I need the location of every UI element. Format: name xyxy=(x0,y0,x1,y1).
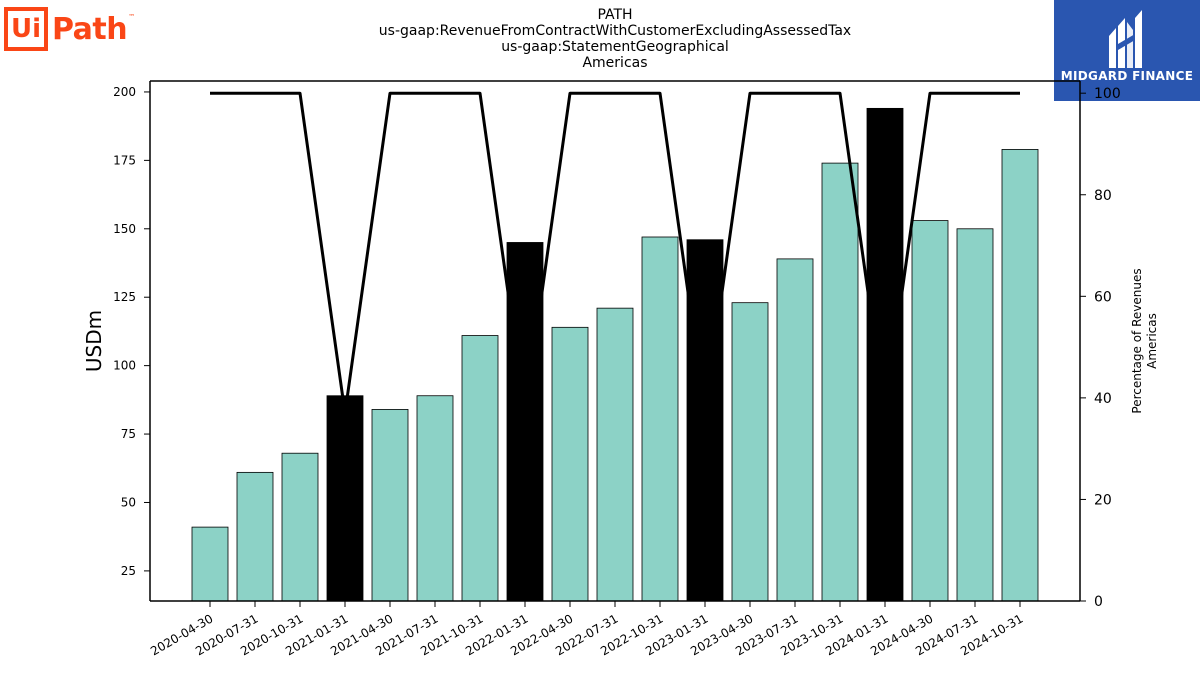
y-tick-label-100: 100 xyxy=(113,359,136,373)
title-line-1: PATH xyxy=(597,7,633,23)
bar-2024-10-31 xyxy=(1001,149,1039,602)
percentage-line xyxy=(210,91,1020,415)
bar-2024-01-31 xyxy=(866,107,904,602)
title-line-2: us-gaap:RevenueFromContractWithCustomerE… xyxy=(378,23,852,39)
y-tick-label-25: 25 xyxy=(121,564,136,578)
midgard-finance-label: MIDGARD FINANCE xyxy=(1060,69,1194,83)
bar-2021-07-31 xyxy=(416,395,454,602)
bar-2023-07-31 xyxy=(776,258,814,602)
bar-2023-10-31 xyxy=(821,162,859,602)
uipath-logo-box: Ui xyxy=(4,7,48,51)
title-line-3: us-gaap:StatementGeographical xyxy=(501,39,729,55)
bar-2021-04-30 xyxy=(371,409,409,602)
bar-2022-10-31 xyxy=(641,236,679,602)
bar-2022-04-30 xyxy=(551,326,589,602)
y-tick-label-125: 125 xyxy=(113,290,136,304)
y-tick-label-150: 150 xyxy=(113,222,136,236)
uipath-logo: Ui Path ™ xyxy=(4,3,135,55)
y-tick-label-200: 200 xyxy=(113,85,136,99)
midgard-finance-logo: MIDGARD FINANCE xyxy=(1054,0,1200,101)
bar-2023-04-30 xyxy=(731,302,769,602)
y-tick-label-75: 75 xyxy=(121,427,136,441)
bar-2020-10-31 xyxy=(281,452,319,602)
y2-tick-label-20: 20 xyxy=(1094,492,1112,508)
bar-2021-10-31 xyxy=(461,335,499,602)
y2-axis-label-line-2: Americas xyxy=(1145,313,1159,369)
y2-tick-label-0: 0 xyxy=(1094,594,1103,610)
bar-2021-01-31 xyxy=(326,395,364,602)
bar-2024-04-30 xyxy=(911,220,949,602)
midgard-emblem-icon xyxy=(1109,10,1142,68)
bar-2020-04-30 xyxy=(191,526,229,602)
y2-tick-label-80: 80 xyxy=(1094,188,1112,204)
bar-2022-07-31 xyxy=(596,307,634,602)
y-tick-label-50: 50 xyxy=(121,495,136,509)
uipath-logo-text: Path xyxy=(52,11,128,47)
trademark-mark: ™ xyxy=(128,13,136,21)
title-line-4: Americas xyxy=(582,55,648,71)
bar-2022-01-31 xyxy=(506,242,544,602)
y2-axis-label-line-1: Percentage of Revenues xyxy=(1130,268,1144,413)
y-axis-label: USDm xyxy=(82,310,106,372)
y2-tick-label-100: 100 xyxy=(1094,86,1121,102)
bar-2024-07-31 xyxy=(956,228,994,602)
y2-tick-label-60: 60 xyxy=(1094,289,1112,305)
bar-2020-07-31 xyxy=(236,471,274,602)
y2-tick-label-40: 40 xyxy=(1094,391,1112,407)
y-tick-label-175: 175 xyxy=(113,153,136,167)
bar-2023-01-31 xyxy=(686,239,724,602)
chart-title: PATH us-gaap:RevenueFromContractWithCust… xyxy=(315,7,915,71)
